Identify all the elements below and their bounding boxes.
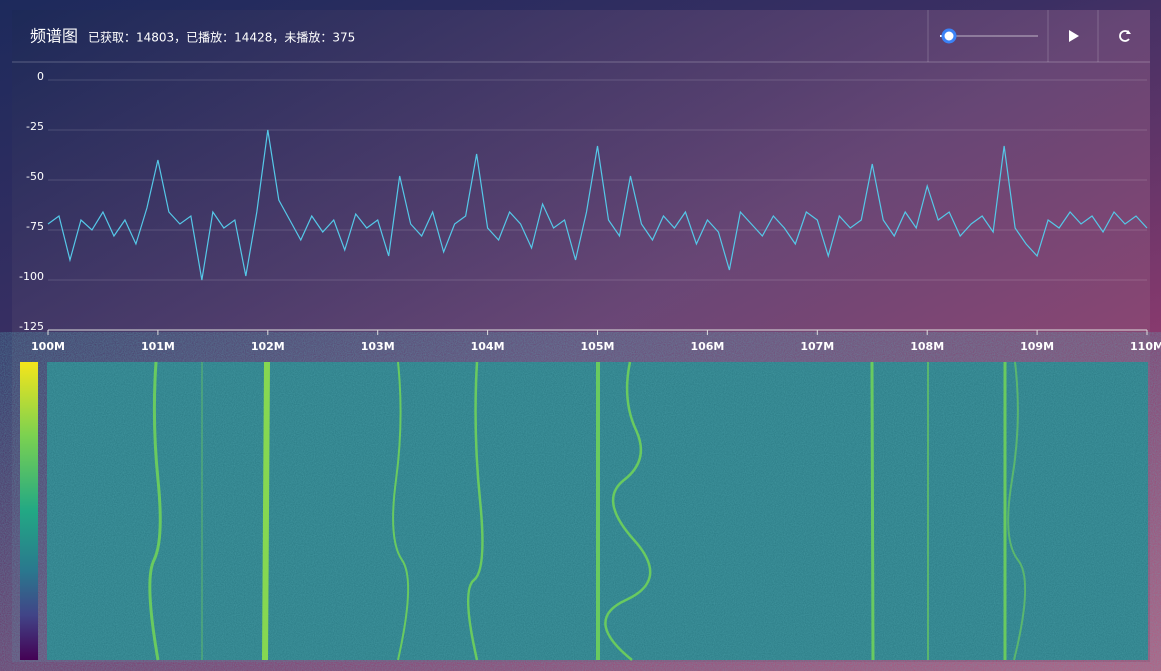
status-text: 已获取：14803，已播放：14428，未播放：375 xyxy=(88,30,355,45)
spectrum-line xyxy=(47,129,1148,281)
x-tick-label: 109M xyxy=(1020,340,1054,353)
x-tick-label: 103M xyxy=(361,340,395,353)
x-tick-label: 100M xyxy=(31,340,65,353)
color-scale-bar xyxy=(20,362,38,660)
y-tick-label: -75 xyxy=(26,220,44,233)
y-tick-label: -25 xyxy=(26,120,44,133)
y-tick-label: -125 xyxy=(19,320,44,333)
waterfall xyxy=(47,361,1148,661)
x-tick-label: 102M xyxy=(251,340,285,353)
x-tick-label: 101M xyxy=(141,340,175,353)
x-tick-label: 105M xyxy=(581,340,615,353)
speed-slider[interactable] xyxy=(927,10,1038,62)
x-tick-label: 108M xyxy=(910,340,944,353)
x-tick-label: 104M xyxy=(471,340,505,353)
play-button[interactable] xyxy=(1047,10,1098,62)
x-tick-label: 110M xyxy=(1130,340,1161,353)
panel-title: 频谱图 xyxy=(30,27,78,46)
x-tick-label: 107M xyxy=(800,340,834,353)
x-tick-label: 106M xyxy=(690,340,724,353)
y-tick-label: 0 xyxy=(37,70,44,83)
y-tick-label: -50 xyxy=(26,170,44,183)
refresh-button[interactable] xyxy=(1097,10,1149,62)
y-tick-label: -100 xyxy=(19,270,44,283)
spectrum-plot: 0 -25 -50 -75 -100 -125 100M 101M 102M 103M 104M 10… xyxy=(19,70,1161,353)
